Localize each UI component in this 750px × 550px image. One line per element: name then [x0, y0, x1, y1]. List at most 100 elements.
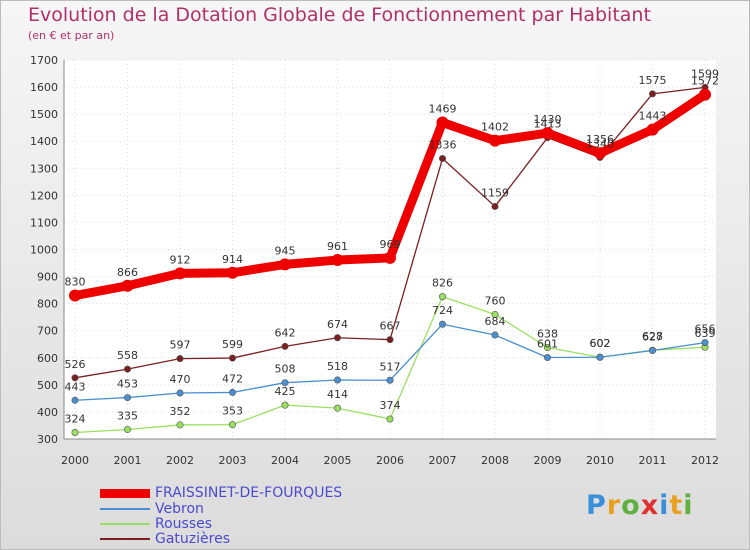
data-label: 353 — [222, 405, 243, 418]
y-tick-label: 1100 — [30, 216, 58, 229]
data-point — [281, 379, 289, 387]
data-label: 627 — [642, 330, 663, 343]
data-label: 1572 — [691, 75, 719, 88]
data-point — [596, 353, 604, 361]
x-tick-label: 2002 — [166, 454, 194, 467]
x-tick-label: 2005 — [324, 454, 352, 467]
data-label: 602 — [590, 337, 611, 350]
data-label: 639 — [695, 327, 716, 340]
data-point — [279, 258, 291, 271]
data-label: 324 — [65, 413, 86, 426]
data-point — [69, 289, 81, 302]
data-label: 472 — [222, 372, 243, 385]
data-point — [386, 415, 394, 423]
data-point — [124, 394, 132, 402]
data-point — [386, 376, 394, 384]
data-label: 912 — [170, 253, 191, 266]
data-label: 1340 — [586, 137, 614, 150]
line-chart: 300 400 500 600 700 800 900 1000 1100 1200 1300 140… — [30, 54, 719, 467]
x-tick-label: 2010 — [586, 454, 614, 467]
data-label: 518 — [327, 360, 348, 373]
data-label: 830 — [65, 276, 86, 289]
logo-letter: t — [669, 490, 684, 521]
data-point — [176, 355, 184, 363]
logo-letter: i — [659, 490, 670, 521]
y-tick-label: 400 — [37, 406, 58, 419]
legend-item-vebron: Vebron — [100, 501, 204, 517]
data-point — [438, 320, 446, 328]
data-label: 642 — [275, 326, 296, 339]
data-label: 443 — [65, 380, 86, 393]
data-label: 1443 — [639, 110, 667, 123]
data-point — [229, 421, 237, 429]
logo-letter: x — [640, 490, 660, 521]
data-point — [646, 123, 659, 136]
y-tick-label: 500 — [37, 379, 58, 392]
y-tick-label: 300 — [37, 433, 58, 446]
data-label: 914 — [222, 253, 243, 266]
y-tick-label: 900 — [37, 271, 58, 284]
data-label: 638 — [537, 327, 558, 340]
data-label: 352 — [170, 405, 191, 418]
legend-item-gatuzieres: Gatuzières — [100, 531, 230, 547]
data-point — [176, 389, 184, 397]
x-tick-label: 2007 — [429, 454, 457, 467]
data-point — [491, 310, 499, 318]
data-label: 425 — [275, 385, 296, 398]
data-label: 724 — [432, 304, 453, 317]
legend-swatch — [100, 538, 150, 540]
x-tick-label: 2001 — [114, 454, 142, 467]
y-tick-label: 700 — [37, 325, 58, 338]
data-label: 335 — [117, 410, 138, 423]
data-point — [438, 293, 446, 301]
data-point — [281, 342, 289, 350]
data-point — [176, 421, 184, 429]
legend-item-rousses: Rousses — [100, 516, 212, 532]
chart-subtitle: (en € et par an) — [28, 29, 115, 42]
data-label: 599 — [222, 338, 243, 351]
data-label: 508 — [275, 363, 296, 376]
legend-label: FRAISSINET-DE-FOURQUES — [155, 485, 343, 501]
logo-letter: r — [606, 490, 622, 521]
data-point — [71, 374, 79, 382]
data-label: 1469 — [429, 103, 457, 116]
data-label: 1402 — [481, 121, 509, 134]
data-point — [124, 365, 132, 373]
data-label: 826 — [432, 277, 453, 290]
proxiti-logo: Proxiti — [586, 490, 694, 521]
data-point — [436, 116, 449, 129]
data-label: 866 — [117, 266, 138, 279]
logo-letter: i — [683, 490, 694, 521]
data-point — [543, 354, 551, 362]
data-point — [386, 336, 394, 344]
logo-letter: P — [586, 490, 607, 521]
x-tick-label: 2006 — [376, 454, 404, 467]
x-tick-label: 2003 — [219, 454, 247, 467]
data-label: 667 — [380, 320, 401, 333]
data-label: 602 — [590, 337, 611, 350]
x-tick-label: 2000 — [61, 454, 89, 467]
data-point — [174, 267, 186, 280]
data-point — [699, 88, 711, 101]
data-point — [701, 339, 709, 347]
data-point — [491, 331, 499, 339]
data-point — [541, 127, 554, 140]
data-point — [491, 202, 499, 210]
data-point — [438, 155, 446, 163]
y-tick-label: 600 — [37, 352, 58, 365]
y-tick-label: 1700 — [30, 54, 58, 67]
data-point — [229, 354, 237, 362]
data-point — [543, 343, 551, 351]
data-point — [333, 376, 341, 384]
data-label: 1430 — [534, 113, 562, 126]
y-tick-label: 1400 — [30, 135, 58, 148]
data-point — [124, 426, 132, 434]
data-label: 760 — [485, 294, 506, 307]
y-tick-label: 1600 — [30, 81, 58, 94]
data-point — [333, 334, 341, 342]
data-point — [648, 346, 656, 354]
data-point — [648, 90, 656, 98]
data-point — [229, 388, 237, 396]
data-label: 601 — [537, 338, 558, 351]
legend-label: Gatuzières — [155, 531, 230, 547]
